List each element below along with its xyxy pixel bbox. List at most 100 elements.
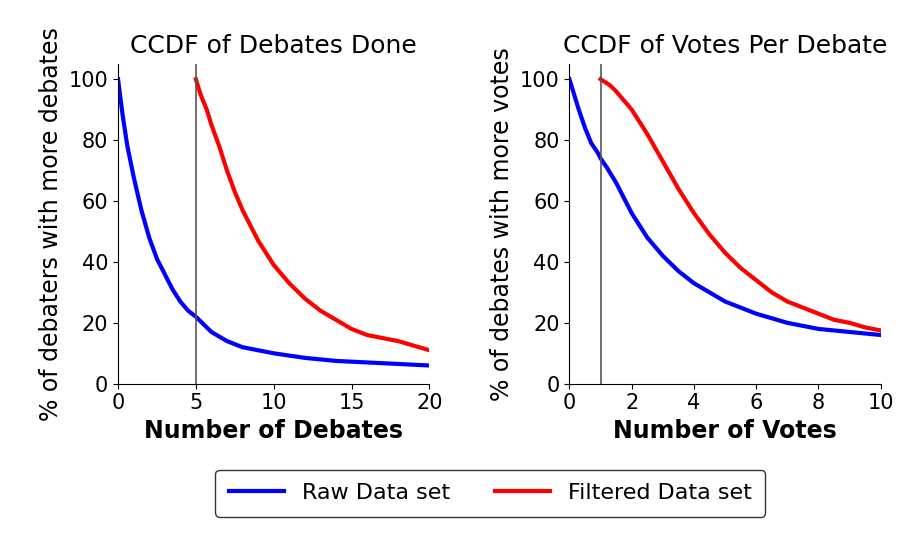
Raw Data set [136, 207, 147, 213]
Raw Data set [579, 125, 590, 131]
Raw Data set [704, 289, 715, 296]
Filtered Data set [222, 167, 232, 174]
Line: Raw Data set: Raw Data set [118, 79, 429, 366]
Filtered Data set [605, 82, 616, 88]
Raw Data set [183, 308, 193, 314]
Raw Data set [601, 164, 612, 171]
Raw Data set [143, 235, 154, 241]
Raw Data set [128, 173, 139, 180]
Filtered Data set [600, 79, 611, 85]
Raw Data set [720, 298, 731, 305]
Filtered Data set [331, 317, 341, 323]
Raw Data set [206, 329, 217, 335]
Filtered Data set [627, 107, 637, 113]
Filtered Data set [642, 131, 653, 137]
Filtered Data set [657, 158, 668, 165]
Raw Data set [117, 112, 128, 119]
Raw Data set [782, 320, 793, 326]
Filtered Data set [377, 335, 388, 341]
Title: CCDF of Debates Done: CCDF of Debates Done [131, 34, 417, 58]
Filtered Data set [704, 231, 715, 238]
Raw Data set [595, 155, 606, 161]
Raw Data set [122, 143, 133, 149]
Filtered Data set [611, 88, 622, 94]
Raw Data set [222, 338, 232, 344]
Raw Data set [300, 354, 311, 361]
Raw Data set [844, 329, 855, 335]
Raw Data set [642, 235, 653, 241]
Filtered Data set [735, 265, 746, 271]
Raw Data set [191, 313, 202, 320]
Raw Data set [564, 76, 575, 83]
Raw Data set [766, 315, 777, 321]
Filtered Data set [245, 222, 256, 229]
Filtered Data set [797, 304, 808, 311]
Line: Filtered Data set: Filtered Data set [196, 79, 429, 350]
Raw Data set [751, 311, 762, 317]
Filtered Data set [230, 189, 241, 195]
Filtered Data set [766, 289, 777, 296]
Raw Data set [568, 91, 579, 98]
Raw Data set [735, 304, 746, 311]
Raw Data set [152, 256, 163, 262]
Filtered Data set [261, 249, 271, 256]
Raw Data set [860, 330, 871, 337]
Filtered Data set [782, 298, 793, 305]
Raw Data set [361, 359, 372, 366]
Filtered Data set [202, 107, 212, 113]
Filtered Data set [829, 317, 840, 323]
Raw Data set [688, 280, 699, 286]
Filtered Data set [268, 262, 279, 268]
Raw Data set [797, 322, 808, 329]
Filtered Data set [195, 91, 206, 98]
X-axis label: Number of Votes: Number of Votes [613, 419, 837, 443]
Filtered Data set [315, 308, 326, 314]
Raw Data set [167, 286, 178, 293]
Line: Filtered Data set: Filtered Data set [600, 79, 881, 330]
Raw Data set [268, 350, 279, 357]
Raw Data set [592, 149, 603, 156]
Filtered Data set [595, 76, 606, 83]
Raw Data set [159, 271, 170, 277]
Raw Data set [586, 140, 597, 147]
Filtered Data set [844, 320, 855, 326]
Filtered Data set [346, 326, 357, 332]
Filtered Data set [673, 185, 684, 192]
Raw Data set [175, 298, 186, 305]
Raw Data set [252, 347, 263, 353]
Filtered Data set [875, 327, 886, 334]
Raw Data set [113, 76, 123, 83]
Raw Data set [611, 180, 622, 186]
Y-axis label: % of debaters with more debates: % of debaters with more debates [39, 27, 63, 421]
Raw Data set [573, 107, 584, 113]
Filtered Data set [191, 76, 202, 83]
Raw Data set [331, 358, 341, 364]
Filtered Data set [688, 210, 699, 216]
Filtered Data set [393, 338, 404, 344]
Filtered Data set [206, 122, 217, 128]
Y-axis label: % of debates with more votes: % of debates with more votes [490, 47, 515, 401]
Filtered Data set [300, 295, 311, 302]
Filtered Data set [720, 249, 731, 256]
Raw Data set [829, 327, 840, 334]
Raw Data set [657, 253, 668, 259]
Line: Raw Data set: Raw Data set [569, 79, 881, 335]
Raw Data set [673, 268, 684, 274]
Raw Data set [237, 344, 248, 350]
Title: CCDF of Votes Per Debate: CCDF of Votes Per Debate [563, 34, 887, 58]
Filtered Data set [424, 347, 435, 353]
X-axis label: Number of Debates: Number of Debates [144, 419, 403, 443]
Filtered Data set [361, 332, 372, 338]
Raw Data set [627, 210, 637, 216]
Filtered Data set [751, 277, 762, 284]
Raw Data set [424, 362, 435, 369]
Legend: Raw Data set, Filtered Data set: Raw Data set, Filtered Data set [215, 470, 765, 516]
Filtered Data set [860, 324, 871, 330]
Raw Data set [875, 332, 886, 338]
Filtered Data set [813, 311, 824, 317]
Filtered Data set [409, 343, 419, 349]
Filtered Data set [252, 237, 263, 244]
Filtered Data set [237, 207, 248, 213]
Filtered Data set [213, 143, 224, 149]
Raw Data set [393, 361, 404, 367]
